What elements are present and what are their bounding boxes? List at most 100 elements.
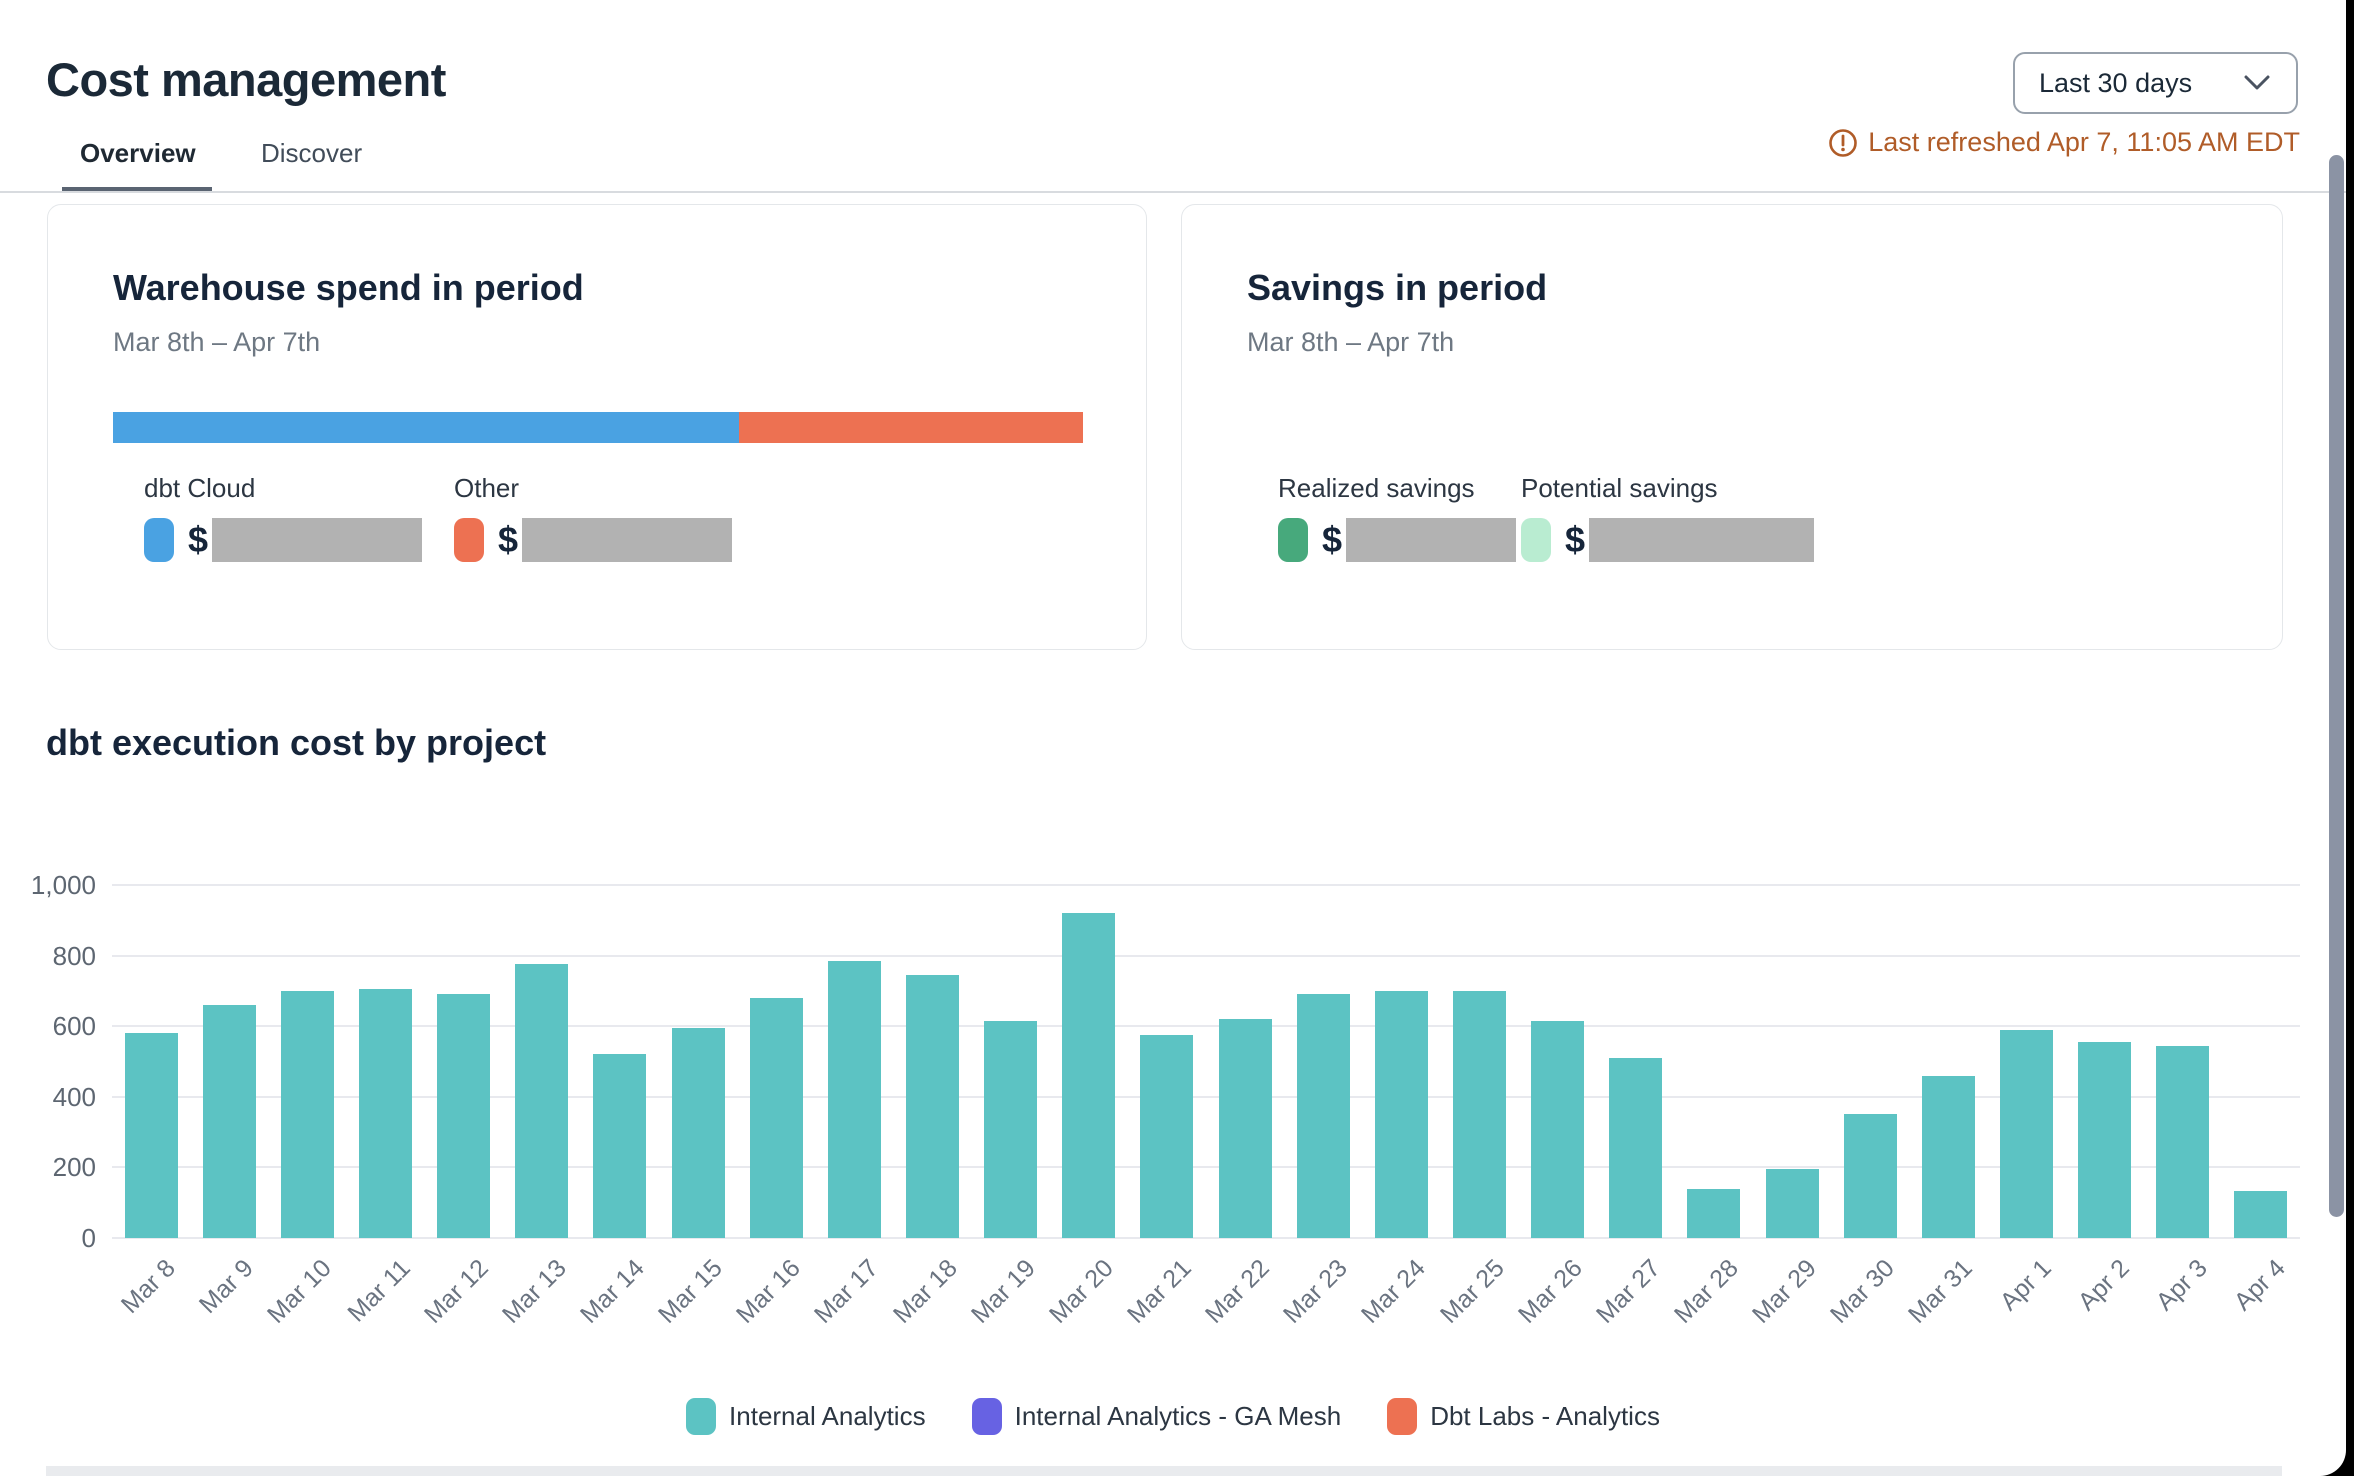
bar-segment (749, 997, 803, 1238)
dbt-cloud-swatch (144, 518, 174, 562)
x-axis-tick-label: Mar 22 (1200, 1254, 1275, 1329)
bar-mar-12[interactable] (437, 994, 491, 1238)
bar-mar-18[interactable] (905, 975, 959, 1238)
bar-slot (1128, 885, 1206, 1238)
execution-cost-chart: 1,000 800 600 400 200 0 Mar 8 Mar 9 Mar 10 Mar 11… (0, 870, 2346, 1385)
period-select-dropdown[interactable]: Last 30 days (2013, 52, 2298, 114)
gridline (112, 884, 2300, 886)
x-axis-tick-label: Mar 9 (194, 1254, 260, 1319)
x-axis-tick-label: Mar 18 (887, 1254, 963, 1329)
legend-item-internal-analytics-ga-mesh[interactable]: Internal Analytics - GA Mesh (971, 1398, 1342, 1435)
bar-slot (659, 885, 737, 1238)
tab-overview[interactable]: Overview (80, 138, 196, 168)
legend-item-internal-analytics[interactable]: Internal Analytics (686, 1398, 926, 1435)
x-axis-tick-label: Apr 4 (2228, 1254, 2291, 1317)
bar-segment (1531, 1020, 1585, 1238)
legend-swatch (971, 1398, 1002, 1435)
x-axis-tick-label: Apr 1 (1994, 1254, 2057, 1317)
bar-segment (827, 960, 881, 1238)
bar-mar-11[interactable] (358, 989, 412, 1238)
bar-mar-31[interactable] (1921, 1075, 1975, 1238)
x-axis-tick-label: Mar 30 (1825, 1254, 1901, 1329)
bar-slot (2144, 885, 2222, 1238)
bar-mar-21[interactable] (1140, 1035, 1194, 1238)
bar-segment (905, 975, 959, 1238)
chart-legend: Internal Analytics Internal Analytics - G… (0, 1398, 2346, 1435)
spend-segment-dbt-cloud[interactable] (113, 412, 739, 443)
bar-mar-13[interactable] (515, 964, 569, 1238)
legend-item-dbt-labs-analytics[interactable]: Dbt Labs - Analytics (1387, 1398, 1660, 1435)
bar-mar-15[interactable] (671, 1027, 725, 1238)
bar-slot (1831, 885, 1909, 1238)
currency-symbol: $ (188, 519, 209, 560)
bar-segment (2156, 1045, 2210, 1238)
legend-swatch (686, 1398, 717, 1435)
legend-label: Internal Analytics - GA Mesh (1014, 1401, 1342, 1431)
bar-mar-16[interactable] (749, 997, 803, 1238)
y-axis-tick-label: 0 (81, 1223, 96, 1253)
last-refreshed-status: Last refreshed Apr 7, 11:05 AM EDT (0, 127, 2300, 158)
y-axis-tick-label: 1,000 (30, 870, 96, 900)
chart-title: dbt execution cost by project (46, 722, 547, 763)
bar-mar-9[interactable] (202, 1005, 256, 1238)
bar-apr-4[interactable] (2234, 1191, 2288, 1238)
bar-segment (1218, 1019, 1272, 1238)
page-title: Cost management (46, 53, 446, 106)
x-axis-tick-label: Mar 15 (653, 1254, 728, 1329)
x-axis-tick-label: Mar 28 (1668, 1254, 1744, 1329)
bar-slot (112, 885, 190, 1238)
bar-mar-24[interactable] (1374, 990, 1428, 1238)
bar-slot (190, 885, 268, 1238)
metric-potential-savings: Potential savings $ (1521, 473, 1815, 562)
bar-mar-28[interactable] (1687, 1188, 1741, 1238)
bar-mar-8[interactable] (124, 1033, 178, 1238)
bar-segment (1765, 1169, 1819, 1238)
redacted-value (212, 518, 423, 562)
gridline (112, 1166, 2300, 1169)
x-axis-tick-label: Mar 31 (1903, 1254, 1979, 1329)
period-select-value: Last 30 days (2039, 67, 2193, 98)
bar-segment (1374, 990, 1428, 1238)
x-axis-tick-label: Mar 20 (1043, 1254, 1119, 1329)
bar-mar-22[interactable] (1218, 1019, 1272, 1238)
bar-slot (581, 885, 659, 1238)
bar-slot (737, 885, 815, 1238)
bar-mar-26[interactable] (1531, 1020, 1585, 1238)
bar-mar-14[interactable] (593, 1054, 647, 1238)
potential-savings-swatch (1521, 518, 1551, 562)
bar-mar-17[interactable] (827, 960, 881, 1238)
gridline (112, 954, 2300, 957)
redacted-value (1346, 518, 1517, 562)
x-axis-tick-label: Mar 25 (1434, 1254, 1510, 1329)
bar-slot (2066, 885, 2144, 1238)
vertical-scrollbar-thumb[interactable] (2329, 155, 2344, 1217)
bar-slot (1050, 885, 1128, 1238)
tab-discover[interactable]: Discover (261, 138, 363, 168)
gridline (112, 1095, 2300, 1098)
bar-apr-3[interactable] (2156, 1045, 2210, 1238)
bar-slot (1909, 885, 1987, 1238)
x-axis-tick-label: Mar 27 (1590, 1254, 1666, 1329)
horizontal-scrollbar-track[interactable] (46, 1466, 2282, 1476)
x-axis-tick-label: Mar 19 (965, 1254, 1041, 1329)
bar-mar-30[interactable] (1843, 1114, 1897, 1238)
metric-label: Other (454, 473, 520, 503)
x-axis-tick-label: Mar 17 (809, 1254, 885, 1329)
chart-plot (112, 884, 2300, 1239)
bar-apr-2[interactable] (2078, 1042, 2132, 1238)
bar-mar-25[interactable] (1452, 990, 1506, 1238)
bar-slot (1753, 885, 1831, 1238)
spend-segment-other[interactable] (738, 412, 1083, 443)
bar-mar-27[interactable] (1609, 1057, 1663, 1238)
bar-mar-19[interactable] (984, 1020, 1038, 1238)
bar-segment (1687, 1188, 1741, 1238)
bar-apr-1[interactable] (1999, 1029, 2053, 1238)
bar-mar-20[interactable] (1062, 913, 1116, 1238)
bar-segment (671, 1027, 725, 1238)
bar-mar-23[interactable] (1296, 994, 1350, 1238)
bar-segment (515, 964, 569, 1238)
bar-mar-29[interactable] (1765, 1169, 1819, 1238)
bar-mar-10[interactable] (280, 990, 334, 1238)
currency-symbol: $ (1565, 519, 1586, 560)
